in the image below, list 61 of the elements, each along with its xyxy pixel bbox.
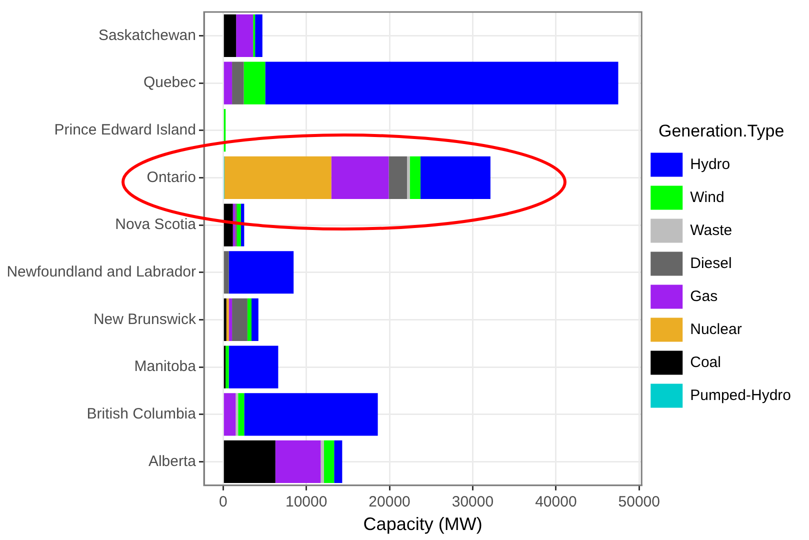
y-tick-label: Nova Scotia bbox=[115, 216, 197, 234]
bar bbox=[324, 440, 334, 484]
y-tick-label: Saskatchewan bbox=[98, 26, 196, 44]
bar bbox=[388, 156, 408, 199]
bar bbox=[226, 346, 229, 388]
bar bbox=[224, 14, 236, 57]
x-tick-label: 30000 bbox=[452, 494, 494, 511]
bar bbox=[224, 440, 276, 484]
y-tick-label: New Brunswick bbox=[93, 310, 196, 328]
bar bbox=[236, 14, 254, 57]
bar bbox=[236, 204, 241, 246]
bar bbox=[236, 393, 238, 436]
bar bbox=[224, 62, 232, 104]
legend-label: Nuclear bbox=[690, 320, 742, 338]
legend-title: Generation.Type bbox=[658, 121, 784, 140]
y-tick-label: British Columbia bbox=[86, 406, 197, 423]
x-tick-label: 0 bbox=[218, 494, 228, 511]
bar bbox=[224, 251, 229, 294]
bar bbox=[334, 440, 342, 484]
bar bbox=[247, 298, 252, 342]
y-tick-label: Prince Edward Island bbox=[54, 121, 196, 138]
bar bbox=[420, 156, 490, 199]
legend-label: Hydro bbox=[690, 156, 730, 173]
legend-label: Pumped-Hydro bbox=[690, 386, 792, 404]
bar bbox=[275, 440, 321, 484]
bar bbox=[228, 346, 278, 388]
y-tick-label: Ontario bbox=[146, 168, 196, 186]
bar bbox=[255, 14, 262, 57]
bar bbox=[407, 156, 410, 199]
bar bbox=[244, 393, 378, 436]
x-tick-label: 40000 bbox=[535, 494, 577, 511]
x-tick-label: 20000 bbox=[368, 494, 410, 511]
bar bbox=[228, 298, 232, 342]
bar bbox=[224, 204, 233, 246]
legend-label: Waste bbox=[690, 222, 732, 239]
bar bbox=[226, 298, 229, 342]
legend-label: Gas bbox=[690, 288, 718, 305]
bar bbox=[232, 62, 244, 104]
y-tick-label: Alberta bbox=[148, 452, 197, 470]
y-tick-label: Manitoba bbox=[134, 358, 197, 376]
bar bbox=[265, 62, 618, 104]
bar bbox=[331, 156, 389, 199]
legend-label: Wind bbox=[690, 188, 724, 206]
y-tick-label: Quebec bbox=[143, 74, 196, 92]
bar bbox=[224, 393, 236, 436]
bar bbox=[244, 62, 266, 104]
x-tick-label: 10000 bbox=[285, 494, 328, 511]
bar bbox=[224, 156, 332, 199]
legend-label: Coal bbox=[690, 354, 721, 371]
x-tick-label: 50000 bbox=[618, 494, 660, 511]
bar bbox=[228, 251, 294, 294]
x-axis-title: Capacity (MW) bbox=[363, 514, 482, 534]
legend-label: Diesel bbox=[690, 254, 732, 272]
bar bbox=[410, 156, 420, 199]
bar bbox=[238, 393, 244, 436]
y-tick-label: Newfoundland and Labrador bbox=[6, 264, 196, 281]
bar bbox=[320, 440, 324, 484]
bar bbox=[232, 204, 236, 246]
bar bbox=[252, 298, 258, 342]
bar bbox=[224, 298, 226, 342]
bar bbox=[232, 298, 248, 342]
